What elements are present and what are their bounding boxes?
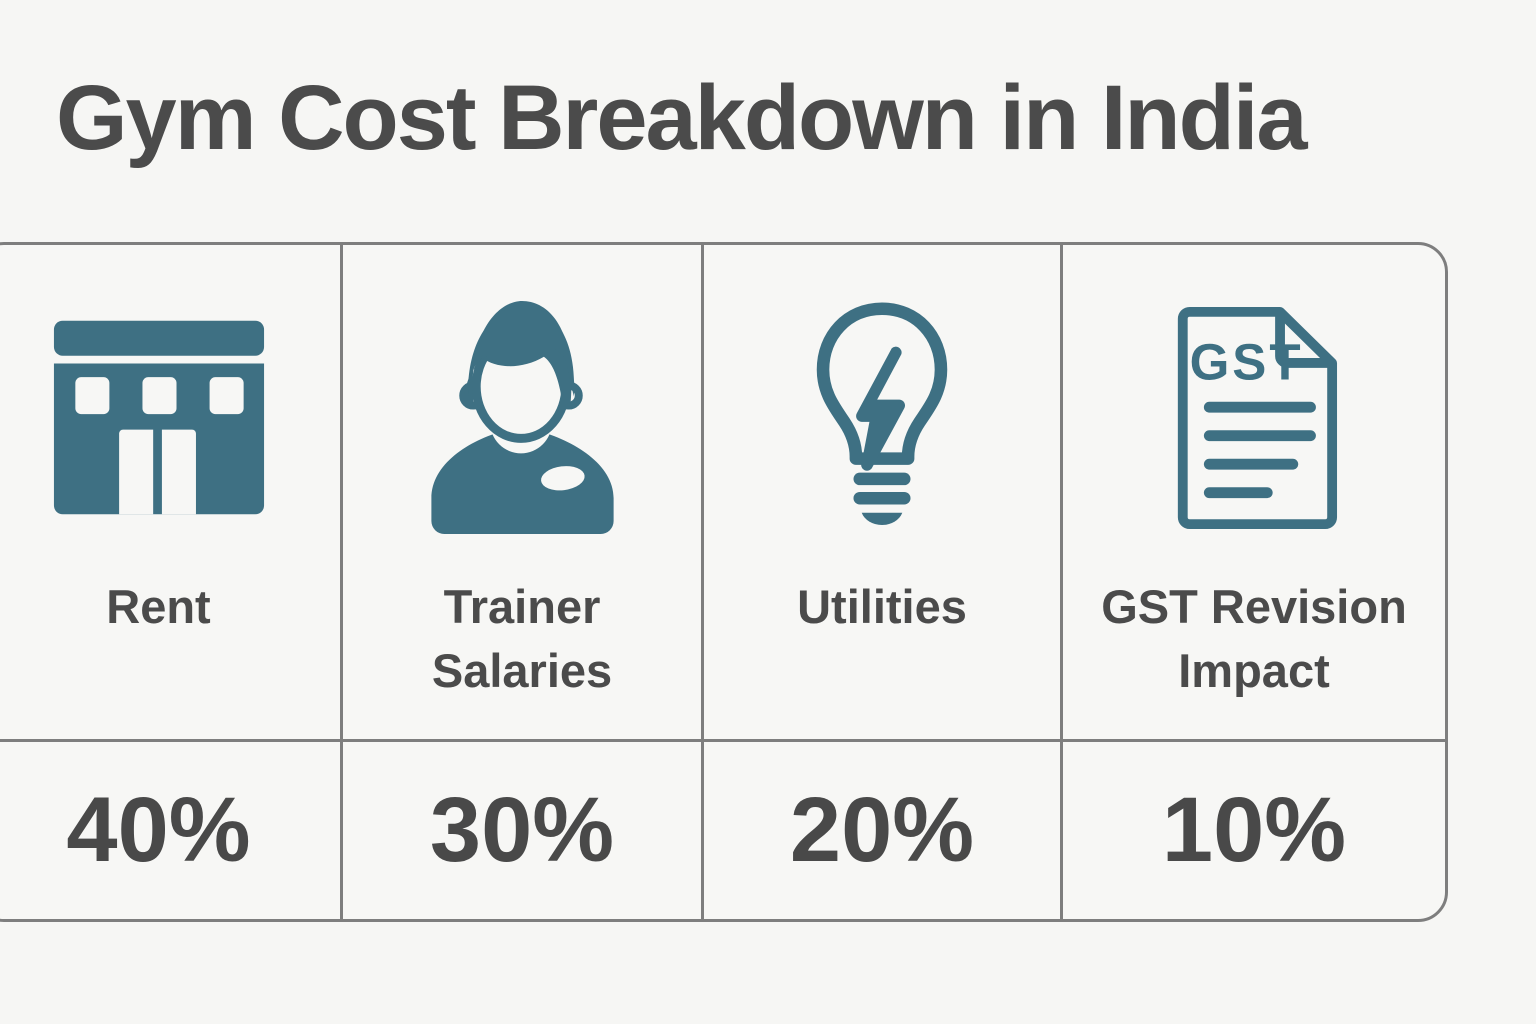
gst-revision-impact-percent: 10% <box>1161 779 1347 881</box>
utilities-percent: 20% <box>704 742 1063 919</box>
gst-doc-text: GST <box>1190 334 1304 391</box>
rent-label: Rent <box>106 580 211 633</box>
trainer-person-icon <box>420 301 625 535</box>
trainer-salaries-percent: 30% <box>343 742 704 919</box>
rent-column-cell: Rent <box>0 245 343 742</box>
gst-document-icon: GST <box>1168 301 1340 535</box>
lightbulb-bolt-icon <box>814 301 950 535</box>
cost-breakdown-table: Rent Trainer Salaries <box>0 242 1448 922</box>
rent-percent: 40% <box>0 742 343 919</box>
utilities-label: Utilities <box>797 580 967 633</box>
building-icon <box>52 301 266 535</box>
utilities-column-cell: Utilities <box>704 245 1063 742</box>
gst-revision-impact-label: GST Revision Impact <box>1101 580 1407 697</box>
gst-column-cell: GST GST Revision Impact <box>1063 245 1445 742</box>
trainer-salaries-label: Trainer Salaries <box>431 580 613 697</box>
page-title: Gym Cost Breakdown in India <box>56 67 1308 169</box>
trainer-column-cell: Trainer Salaries <box>343 245 704 742</box>
